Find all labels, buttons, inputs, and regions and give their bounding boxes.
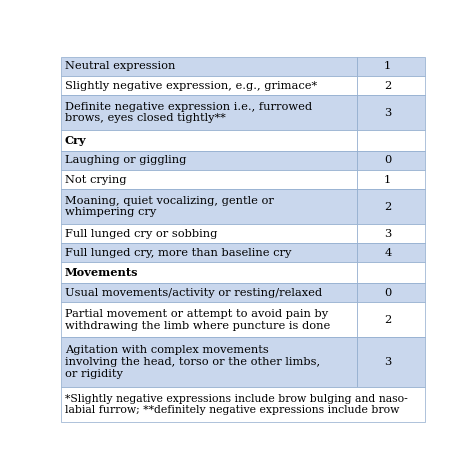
Bar — [61, 151, 357, 170]
Bar — [61, 302, 357, 337]
Bar — [357, 224, 425, 243]
Bar — [357, 170, 425, 189]
Bar — [357, 57, 425, 76]
Bar — [357, 283, 425, 302]
Bar — [61, 224, 357, 243]
Text: Agitation with complex movements
involving the head, torso or the other limbs,
o: Agitation with complex movements involvi… — [65, 346, 320, 379]
Bar — [61, 95, 357, 130]
Bar — [357, 130, 425, 151]
Bar — [61, 243, 357, 263]
Text: Cry: Cry — [65, 135, 86, 146]
Text: 3: 3 — [384, 229, 392, 239]
Text: Usual movements/activity or resting/relaxed: Usual movements/activity or resting/rela… — [65, 288, 322, 298]
Bar — [357, 243, 425, 263]
Bar — [61, 76, 357, 95]
Text: Movements: Movements — [65, 267, 138, 278]
Bar — [357, 151, 425, 170]
Text: 3: 3 — [384, 108, 392, 118]
Text: 0: 0 — [384, 155, 392, 165]
Text: 0: 0 — [384, 288, 392, 298]
Text: 1: 1 — [384, 62, 392, 72]
Text: Partial movement or attempt to avoid pain by
withdrawing the limb where puncture: Partial movement or attempt to avoid pai… — [65, 309, 330, 331]
Text: Full lunged cry or sobbing: Full lunged cry or sobbing — [65, 229, 217, 239]
Text: Moaning, quiet vocalizing, gentle or
whimpering cry: Moaning, quiet vocalizing, gentle or whi… — [65, 196, 273, 218]
Bar — [357, 76, 425, 95]
Bar — [61, 57, 357, 76]
Bar — [61, 337, 357, 387]
Text: 4: 4 — [384, 248, 392, 258]
Text: Laughing or giggling: Laughing or giggling — [65, 155, 186, 165]
Bar — [357, 302, 425, 337]
Bar — [357, 263, 425, 283]
Text: 1: 1 — [384, 174, 392, 184]
Text: Not crying: Not crying — [65, 174, 126, 184]
Bar — [357, 189, 425, 224]
Bar — [61, 263, 357, 283]
Text: *Slightly negative expressions include brow bulging and naso-
labial furrow; **d: *Slightly negative expressions include b… — [65, 393, 408, 415]
Text: Full lunged cry, more than baseline cry: Full lunged cry, more than baseline cry — [65, 248, 291, 258]
Text: 3: 3 — [384, 357, 392, 367]
Bar — [61, 283, 357, 302]
Text: 2: 2 — [384, 315, 392, 325]
Text: Slightly negative expression, e.g., grimace*: Slightly negative expression, e.g., grim… — [65, 81, 317, 91]
Text: 2: 2 — [384, 81, 392, 91]
Text: Definite negative expression i.e., furrowed
brows, eyes closed tightly**: Definite negative expression i.e., furro… — [65, 102, 312, 123]
Bar — [61, 130, 357, 151]
Text: 2: 2 — [384, 202, 392, 212]
Bar — [61, 170, 357, 189]
Bar — [61, 189, 357, 224]
Text: Neutral expression: Neutral expression — [65, 62, 175, 72]
Bar — [357, 337, 425, 387]
Bar — [61, 387, 425, 422]
Bar — [357, 95, 425, 130]
